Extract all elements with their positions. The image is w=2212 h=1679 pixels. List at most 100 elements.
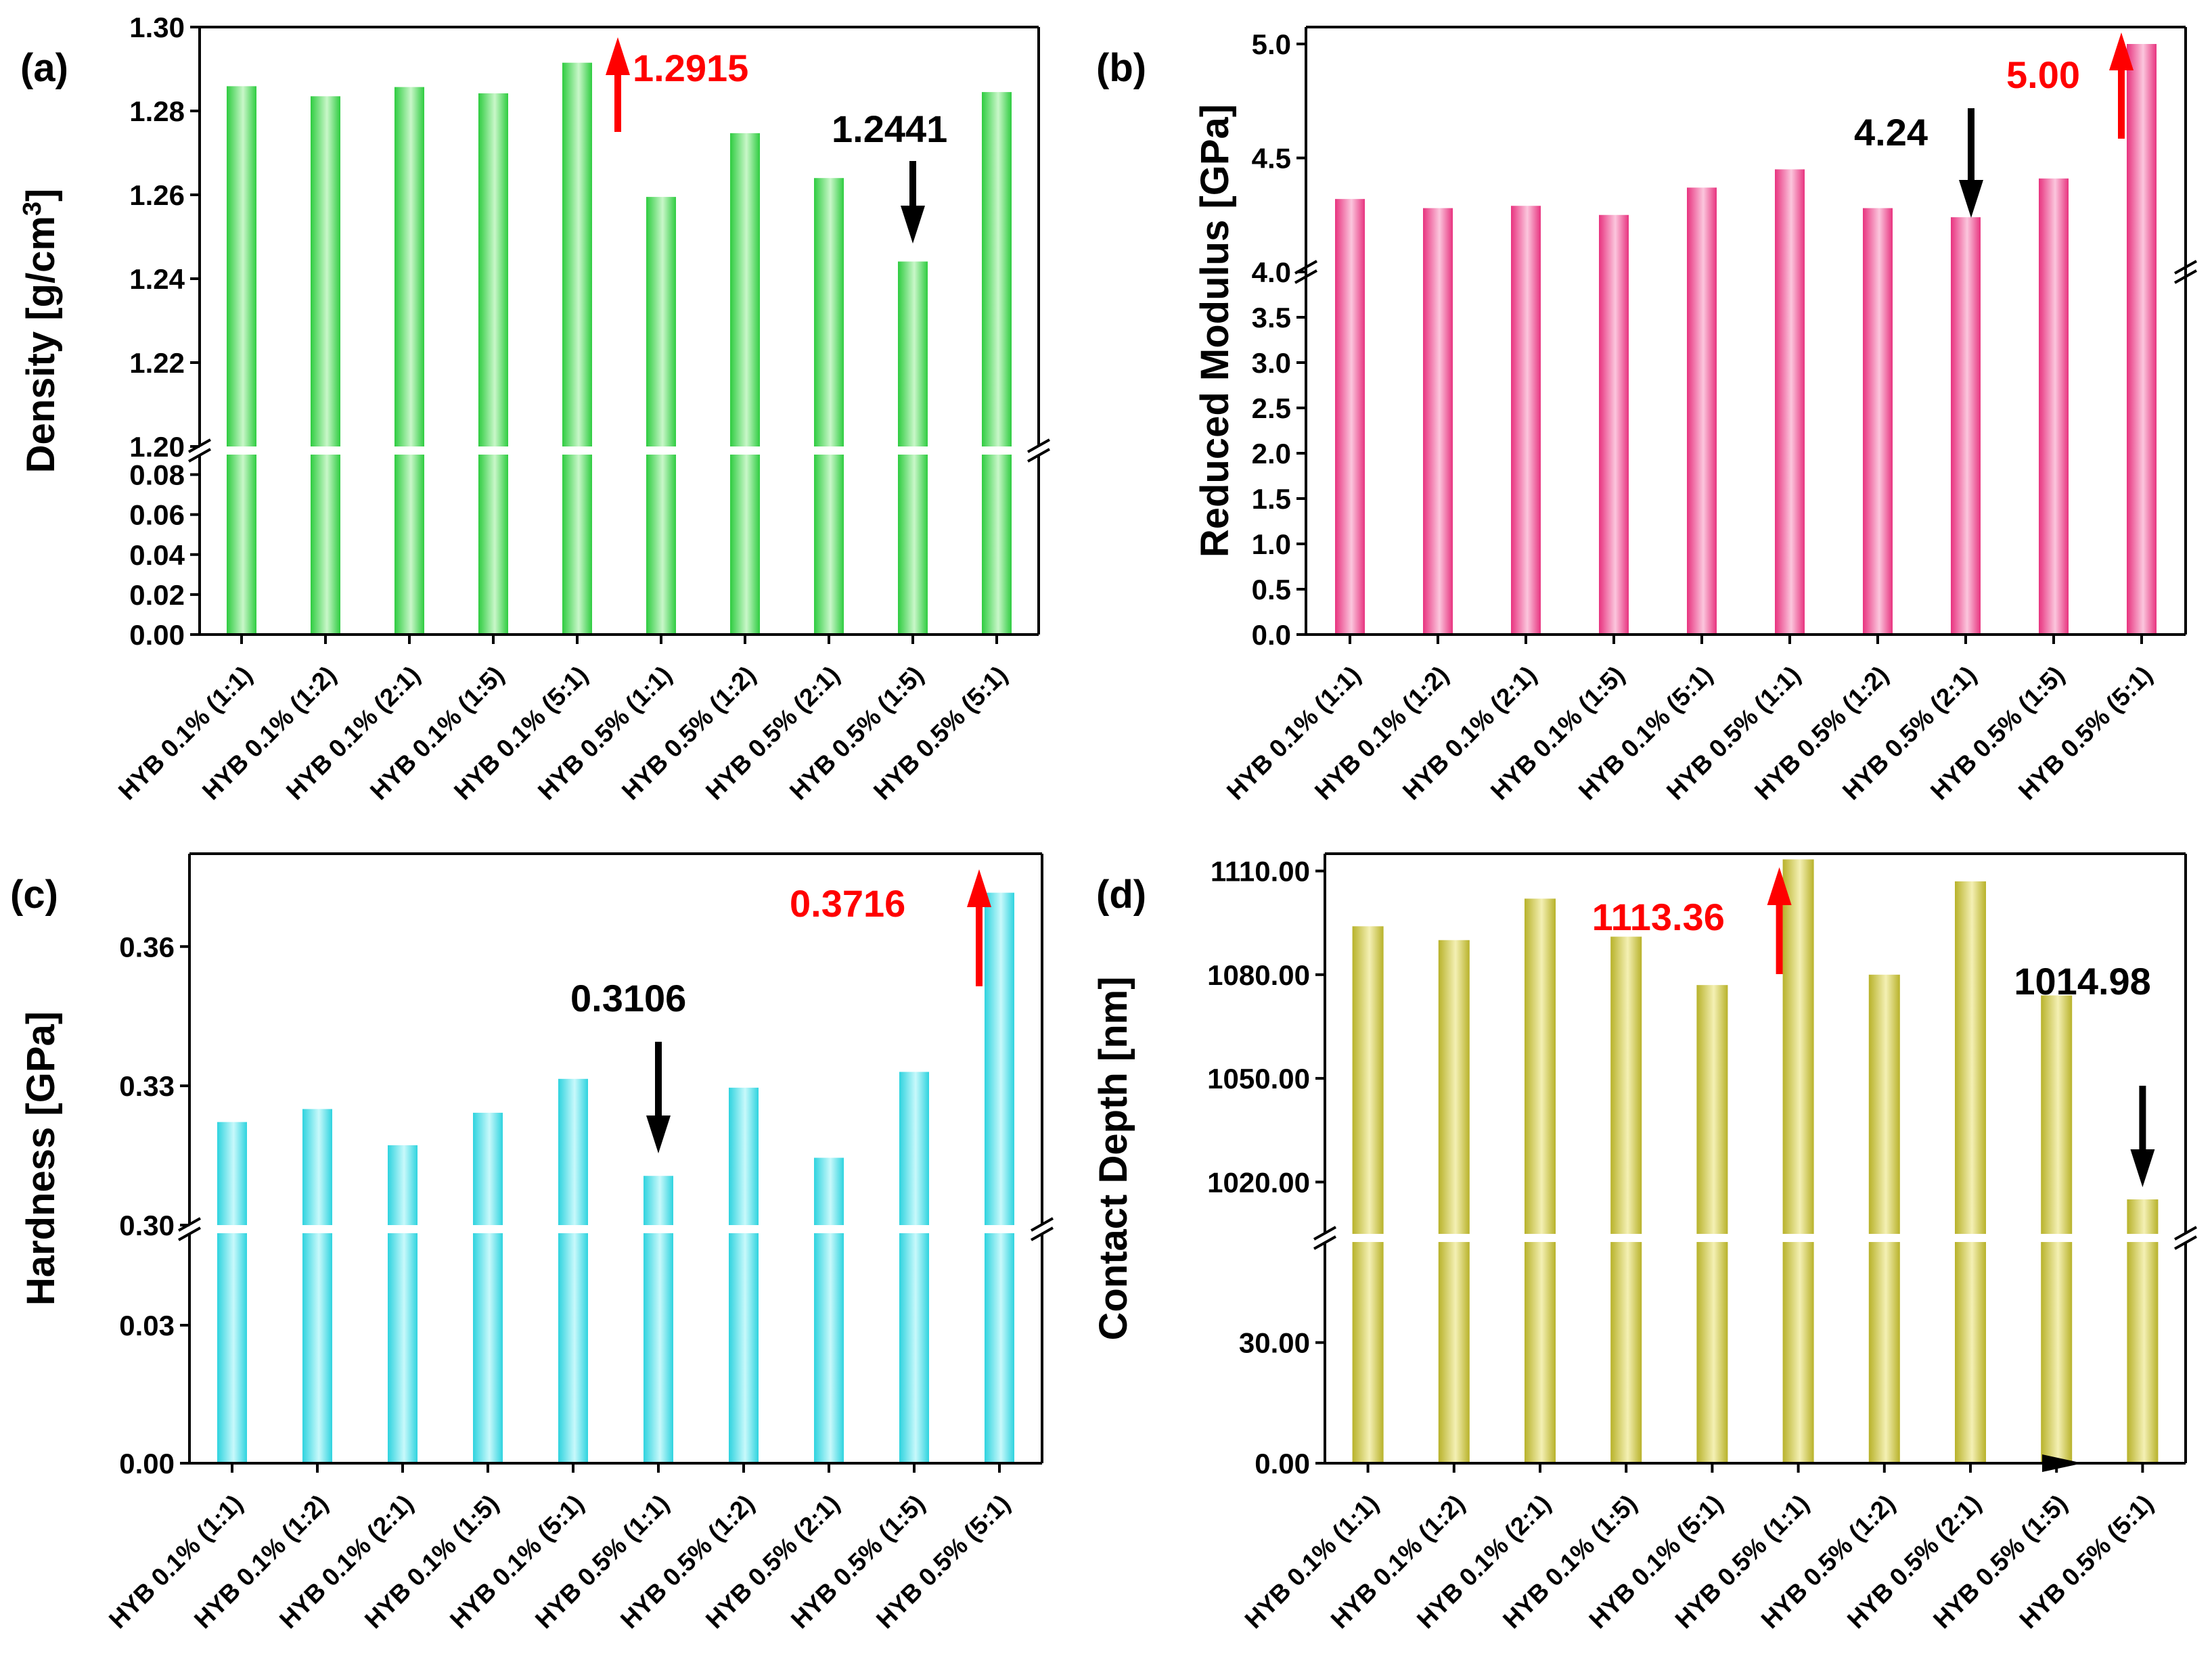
bar: [562, 62, 592, 635]
y-tick-label: 1020.00: [1207, 1166, 1310, 1198]
y-axis-label: Hardness [GPa]: [19, 1011, 63, 1306]
bar: [227, 86, 256, 635]
bar: [1868, 974, 1900, 1463]
annotation-label: 0.3106: [570, 977, 686, 1019]
y-tick-label: 0.08: [129, 459, 185, 491]
annotation-label: 1113.36: [1592, 896, 1725, 938]
bar: [646, 197, 676, 635]
bar: [1438, 940, 1470, 1463]
annotation-arrow: [901, 161, 925, 244]
panel-label: (a): [20, 46, 68, 90]
bar: [1863, 208, 1893, 635]
y-tick-label: 0.33: [119, 1070, 175, 1102]
y-tick-label: 0.30: [119, 1210, 175, 1241]
bar: [388, 1145, 417, 1463]
annotation-label: 4.24: [1854, 111, 1928, 154]
axis-break-band: [197, 446, 1041, 455]
y-tick-label: 0.06: [129, 499, 185, 531]
axis-break-band: [1322, 1234, 2188, 1242]
bar: [1782, 859, 1814, 1463]
y-tick-label: 5.0: [1252, 28, 1291, 60]
y-tick-label: 1.0: [1252, 528, 1291, 560]
y-tick-label: 1080.00: [1207, 959, 1310, 991]
annotation-arrow: [606, 37, 630, 132]
bar: [217, 1122, 247, 1463]
bar: [729, 1087, 759, 1463]
annotation-arrow: [1767, 867, 1792, 974]
annotation-arrow: [967, 869, 991, 986]
y-tick-label: 4.5: [1252, 143, 1291, 175]
y-tick-label: 0.04: [129, 539, 185, 571]
bar: [558, 1078, 588, 1463]
bar: [473, 1112, 503, 1463]
annotation-arrow: [2109, 32, 2134, 139]
annotation-arrow: [646, 1042, 671, 1153]
y-tick-label: 0.02: [129, 579, 185, 611]
axis-break-band: [187, 1225, 1045, 1233]
bar: [1955, 881, 1986, 1463]
bar: [1335, 199, 1365, 635]
bar: [1951, 217, 1981, 635]
bar: [311, 96, 340, 635]
y-tick-label: 2.5: [1252, 392, 1291, 424]
y-tick-label: 3.0: [1252, 347, 1291, 379]
bar: [814, 1157, 844, 1463]
bar: [394, 87, 424, 635]
bar: [2127, 1199, 2159, 1463]
bar: [985, 892, 1014, 1463]
axis-break-mark: [2174, 260, 2197, 284]
y-tick-label: 0.00: [1255, 1448, 1310, 1479]
bar: [814, 178, 844, 635]
y-tick-label: 30.00: [1239, 1327, 1310, 1359]
panel-c: (c)Hardness [GPa] 0.300.330.360.000.03HYB…: [10, 852, 1054, 1634]
y-tick-label: 1.20: [129, 431, 185, 463]
panel-a: (a) Density [g/cm3] 1.20 1.22 1.24 1.26 1.28 1.…: [18, 12, 1050, 805]
bar: [1599, 214, 1629, 635]
y-tick-label: 1.22: [129, 347, 185, 379]
axis-break-mark: [1031, 1217, 1054, 1241]
y-axis-label: Contact Depth [nm]: [1091, 976, 1135, 1340]
annotation-arrow: [2130, 1086, 2155, 1187]
y-tick-label: 1.30: [129, 12, 185, 43]
y-tick-label: 0.36: [119, 931, 175, 963]
y-tick-label: 2.0: [1252, 438, 1291, 469]
bar: [1610, 936, 1642, 1463]
panel-label: (b): [1096, 46, 1146, 90]
bar: [302, 1109, 332, 1463]
bar: [2127, 44, 2157, 635]
annotation-label: 0.3716: [790, 882, 905, 925]
y-tick-label: 0.0: [1252, 619, 1291, 651]
bar: [2039, 178, 2069, 635]
annotation-arrow: [1959, 108, 1983, 218]
bar: [982, 92, 1012, 635]
axis-break-mark: [1313, 1226, 1336, 1250]
axis-break-mark: [1027, 438, 1050, 463]
y-tick-label: 0.03: [119, 1310, 175, 1341]
panel-label: (d): [1096, 873, 1146, 917]
bar: [1696, 985, 1728, 1463]
annotation-label: 1014.98: [2014, 960, 2150, 1003]
bar: [730, 133, 760, 635]
y-tick-label: 1.26: [129, 179, 185, 211]
panel-b: (b) Reduced Modulus [GPa] 4.5 5.0 0.0 0.5 1.0 1…: [1096, 26, 2197, 805]
bar: [644, 1176, 673, 1463]
y-tick-label: 0.00: [119, 1448, 175, 1479]
annotation-label: 1.2915: [633, 47, 748, 89]
y-tick-label: 1.28: [129, 95, 185, 127]
y-tick-label: 0.5: [1252, 574, 1291, 605]
annotation-label: 5.00: [2006, 53, 2080, 96]
bar: [899, 1072, 929, 1463]
y-tick-label: 0.00: [129, 619, 185, 651]
annotation-label: 1.2441: [832, 108, 947, 150]
bar: [1775, 169, 1805, 635]
bar: [1511, 206, 1541, 635]
bar: [478, 93, 508, 635]
y-tick-label: 1110.00: [1211, 856, 1310, 888]
bar: [2041, 995, 2073, 1463]
y-tick-label: 4.0: [1252, 256, 1291, 288]
bar: [1352, 926, 1384, 1463]
bar: [1525, 898, 1556, 1463]
panel-d: (d) Contact Depth [nm] 1020.00 1050.00 1080.…: [1091, 852, 2197, 1634]
y-tick-label: 1.24: [129, 263, 185, 295]
